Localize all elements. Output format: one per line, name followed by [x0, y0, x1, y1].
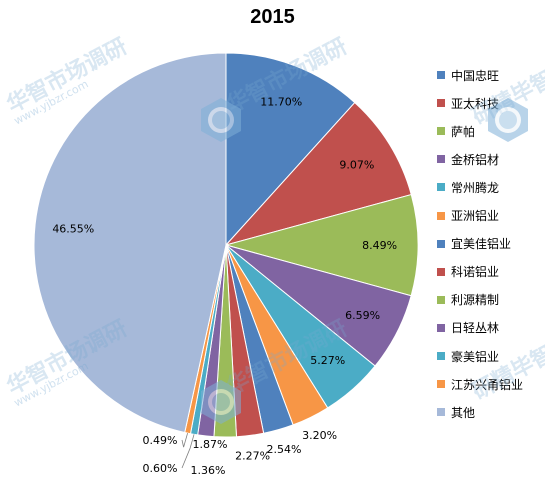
legend-item: 豪美铝业: [437, 348, 499, 364]
data-label: 1.36%: [191, 464, 226, 477]
pie-slice: [224, 101, 412, 246]
legend-item: 日轻丛林: [437, 320, 499, 336]
pie-slice: [224, 193, 419, 297]
legend-swatch: [437, 127, 445, 136]
legend-item: 金桥铝材: [437, 151, 499, 167]
leader-line: [181, 434, 195, 469]
legend-item: 亚太科技: [437, 95, 499, 111]
legend-item: 科诺铝业: [437, 264, 499, 280]
legend-label: 日轻丛林: [451, 321, 500, 336]
data-label: 5.27%: [310, 354, 345, 367]
data-label: 0.60%: [143, 462, 178, 475]
data-label: 11.70%: [260, 96, 302, 109]
legend-item: 江苏兴甬铝业: [437, 376, 523, 392]
watermark-globe-icon: [488, 98, 528, 142]
legend-swatch: [437, 352, 445, 360]
legend-label: 中国忠旺: [451, 68, 500, 83]
legend-label: 亚太科技: [451, 96, 500, 111]
legend-swatch: [437, 239, 445, 248]
legend-swatch: [437, 155, 445, 164]
legend-swatch: [437, 71, 445, 79]
legend-item: 宜美佳铝业: [437, 236, 511, 252]
legend-item: 中国忠旺: [437, 67, 499, 83]
watermark-globe-icon: [201, 380, 241, 424]
legend-swatch: [437, 267, 445, 276]
legend-label: 江苏兴甬铝业: [451, 377, 524, 392]
data-label: 1.87%: [193, 438, 228, 451]
legend-label: 亚洲铝业: [451, 209, 500, 223]
legend-label: 其他: [451, 405, 476, 420]
legend-label: 科诺铝业: [451, 265, 500, 280]
data-label: 9.07%: [339, 159, 374, 172]
leader-line: [181, 433, 188, 448]
chart-title: 2015: [250, 6, 295, 28]
legend-swatch: [437, 380, 445, 389]
data-label: 6.59%: [345, 309, 380, 322]
legend-swatch: [437, 295, 445, 304]
data-label: 0.49%: [143, 434, 178, 447]
data-label: 3.20%: [302, 429, 337, 442]
legend-label: 常州腾龙: [451, 180, 500, 195]
legend-item: 萨帕: [437, 123, 475, 139]
legend-swatch: [437, 183, 445, 192]
legend-label: 金桥铝材: [451, 152, 500, 167]
legend-label: 宜美佳铝业: [451, 237, 512, 252]
pie-slice: [33, 52, 227, 434]
data-label: 8.49%: [362, 239, 397, 252]
legend-label: 利源精制: [451, 293, 500, 308]
legend-swatch: [437, 99, 445, 108]
legend-item: 常州腾龙: [437, 179, 499, 195]
data-label: 2.27%: [235, 449, 270, 462]
legend-label: 萨帕: [451, 124, 476, 139]
legend-swatch: [437, 408, 445, 417]
legend-item: 亚洲铝业: [437, 208, 499, 224]
pie-slice: [225, 52, 356, 247]
legend-label: 豪美铝业: [451, 349, 500, 364]
data-label: 2.54%: [267, 443, 302, 456]
legend-item: 利源精制: [437, 292, 499, 308]
watermark-globe-icon: [201, 98, 241, 142]
legend-item: 其他: [437, 404, 475, 420]
data-label: 46.55%: [52, 222, 94, 235]
legend-swatch: [437, 211, 445, 220]
legend-swatch: [437, 323, 445, 332]
